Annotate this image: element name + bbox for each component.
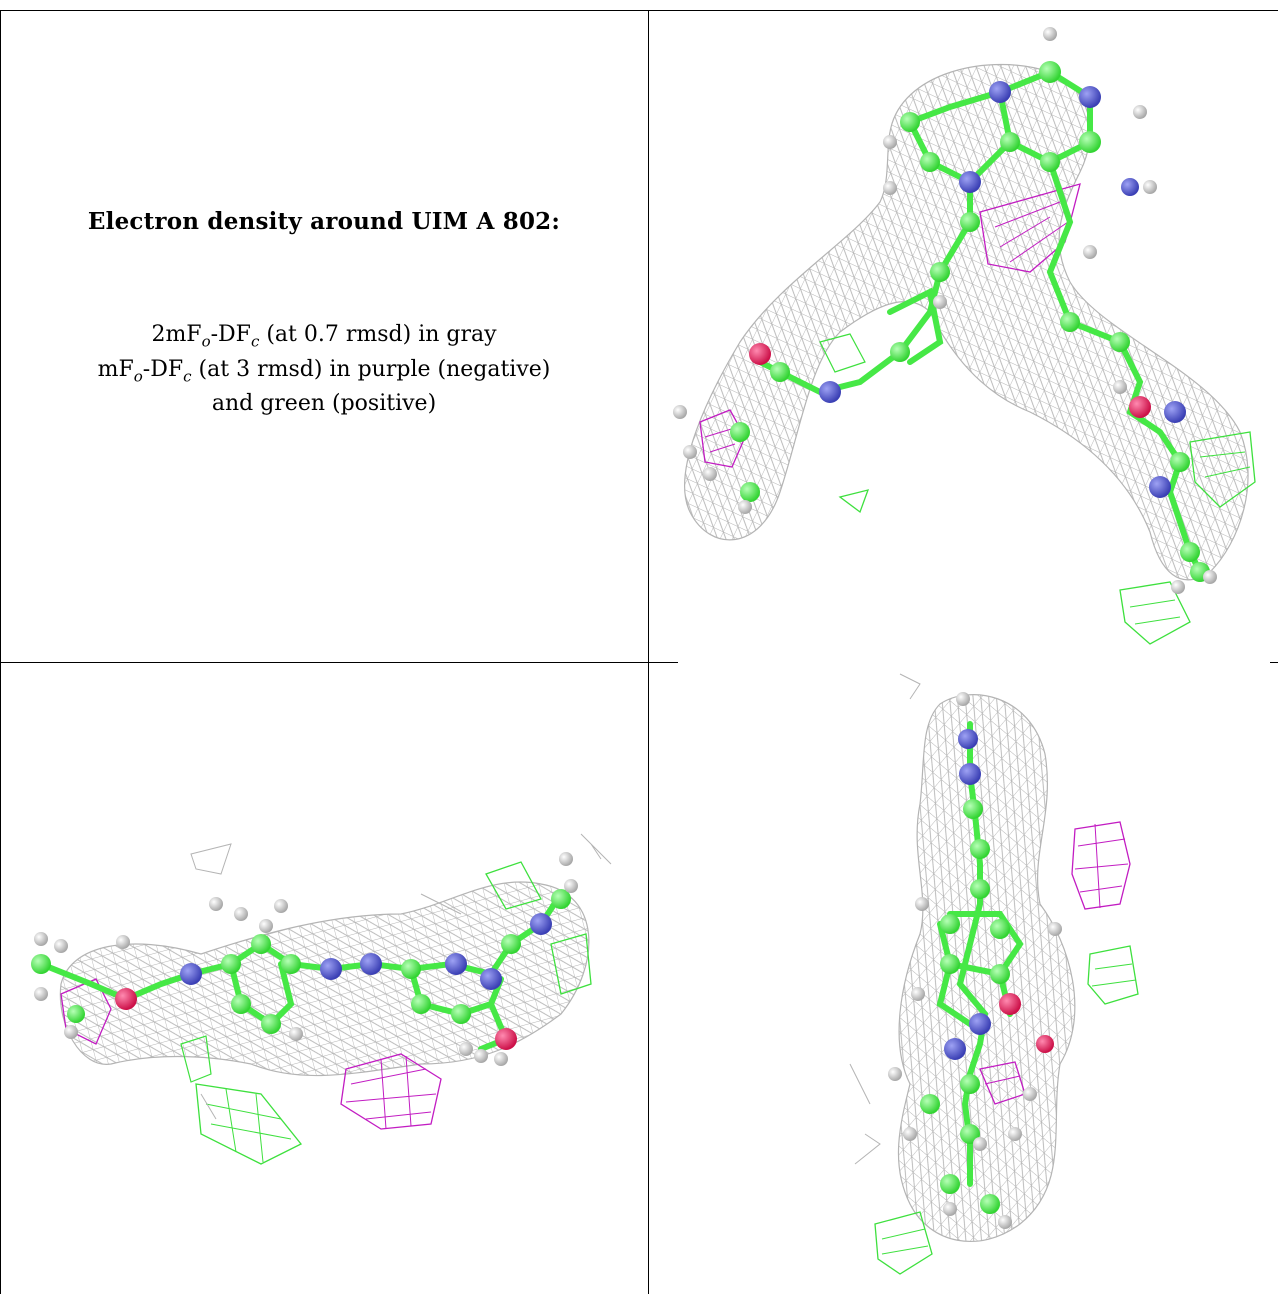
molecule-view-end [650, 664, 1278, 1294]
caption-line-colors: and green (positive) [211, 391, 437, 416]
table-border-top [0, 10, 1278, 11]
density-positive-mesh [874, 1211, 933, 1275]
density-2fofc-mesh [59, 881, 590, 1077]
density-positive-mesh [1189, 431, 1256, 508]
density-positive-mesh [550, 933, 592, 995]
molecule-view-side [1, 664, 647, 1294]
caption-line-fofc: mFo-DFc (at 3 rmsd) in purple (negative) [97, 357, 551, 386]
density-2fofc-mesh [897, 694, 1076, 1243]
table-border-left [0, 10, 1, 1294]
density-positive-mesh [180, 1035, 212, 1083]
density-positive-mesh [485, 861, 542, 910]
density-negative-mesh [699, 409, 746, 468]
density-negative-mesh [979, 183, 1081, 273]
caption-line-2fofc: 2mFo-DFc (at 0.7 rmsd) in gray [151, 322, 497, 351]
caption-title: Electron density around UIM A 802: [87, 208, 561, 235]
density-positive-mesh [1087, 945, 1139, 1005]
table-border-row-right [1270, 662, 1278, 663]
density-negative-mesh [340, 1053, 442, 1130]
table-border-row [0, 662, 678, 663]
table-border-middle [648, 10, 649, 1294]
ligand-density-icon [31, 833, 612, 1165]
density-positive-mesh [1119, 581, 1191, 645]
density-negative-mesh [1071, 821, 1131, 910]
ligand-density-icon [673, 27, 1256, 645]
density-2fofc-mesh [684, 63, 1249, 581]
density-positive-mesh [195, 1083, 303, 1165]
caption-cell: Electron density around UIM A 802: 2mFo-… [0, 0, 648, 650]
molecule-view-top [650, 12, 1278, 660]
density-positive-mesh [838, 489, 870, 514]
density-positive-mesh [819, 333, 866, 373]
ligand-density-icon [849, 673, 1139, 1275]
